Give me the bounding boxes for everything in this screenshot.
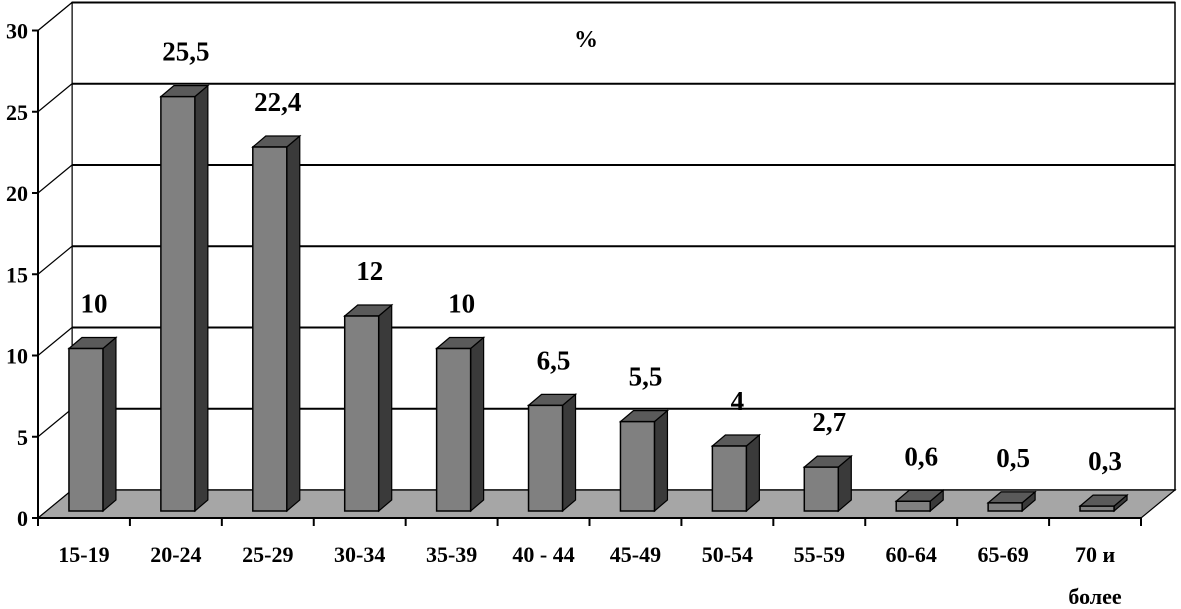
y-tick-label: 20	[6, 181, 28, 206]
category-label: 15-19	[58, 542, 109, 567]
bar-front	[895, 500, 931, 512]
bar-side	[286, 134, 301, 513]
category-label: 30-34	[334, 542, 385, 567]
category-label: 45-49	[610, 542, 661, 567]
y-tick-label: 25	[6, 100, 28, 125]
category-label: 55-59	[794, 542, 845, 567]
data-label: 5,5	[629, 362, 663, 392]
labels: 10 15-19 25,5 20-24 22,4 25-29 12 30-34 10 35-39 6…	[58, 37, 1122, 609]
gridline-side	[37, 83, 73, 113]
gridline-side	[37, 245, 73, 275]
data-label: 25,5	[162, 37, 209, 67]
bar	[159, 84, 210, 513]
bar-side	[102, 336, 117, 513]
chart-walls	[37, 1, 1176, 520]
bar	[894, 488, 945, 513]
gridline-side	[37, 408, 73, 438]
bar-front	[987, 502, 1023, 512]
bar	[618, 409, 670, 513]
category-label: 50-54	[702, 542, 753, 567]
bar	[1078, 493, 1129, 513]
category-label: 65-69	[977, 542, 1028, 567]
data-label: 0,3	[1088, 446, 1122, 476]
bar-front	[68, 347, 104, 512]
bar-front	[619, 420, 656, 512]
data-label: 10	[80, 289, 107, 319]
data-label: 0,5	[996, 443, 1030, 473]
category-label: 60-64	[886, 542, 937, 567]
data-label: 12	[356, 256, 383, 286]
bar-side	[561, 393, 577, 513]
y-tick-label: 30	[6, 19, 28, 44]
data-label: 6,5	[537, 345, 571, 375]
bar-front	[160, 95, 196, 512]
bar	[251, 134, 302, 513]
data-label: 22,4	[254, 87, 301, 117]
data-label: 4	[731, 386, 745, 416]
category-label: 20-24	[150, 542, 201, 567]
gridline-side	[37, 2, 73, 31]
category-label: 40 - 44	[512, 542, 574, 567]
bar	[710, 433, 762, 513]
data-label: 10	[448, 289, 475, 319]
category-label: 70 и	[1075, 542, 1116, 567]
bar-front	[803, 466, 840, 512]
unit-label: %	[574, 27, 598, 53]
category-label: более	[1068, 584, 1122, 609]
data-label: 0,6	[904, 441, 938, 471]
y-tick-label: 10	[6, 344, 28, 369]
bar	[343, 303, 394, 513]
bar-side	[653, 409, 669, 513]
bar	[67, 336, 118, 513]
bars	[67, 84, 1129, 513]
category-label: 25-29	[242, 542, 293, 567]
bar-front	[343, 315, 380, 512]
bar-front	[1079, 505, 1115, 512]
bar	[986, 490, 1037, 513]
bar-side	[194, 84, 209, 513]
bar	[526, 393, 578, 513]
gridline-side	[37, 164, 73, 194]
y-tick-label: 5	[17, 425, 28, 450]
bar	[802, 454, 853, 513]
gridline-side	[37, 327, 73, 356]
axes: 0 5 10 15 20 25 30	[6, 19, 1142, 531]
bar-front	[711, 445, 748, 512]
bar-front	[527, 404, 564, 512]
bar-side	[745, 433, 760, 513]
data-label: 2,7	[812, 407, 846, 437]
bar-side	[470, 336, 485, 513]
bar-side	[378, 303, 393, 513]
y-tick-label: 15	[6, 262, 28, 287]
category-label: 35-39	[426, 542, 477, 567]
y-tick-label: 0	[17, 506, 28, 531]
bar-front	[435, 347, 472, 512]
bar	[434, 336, 486, 513]
bar-front	[252, 146, 288, 512]
